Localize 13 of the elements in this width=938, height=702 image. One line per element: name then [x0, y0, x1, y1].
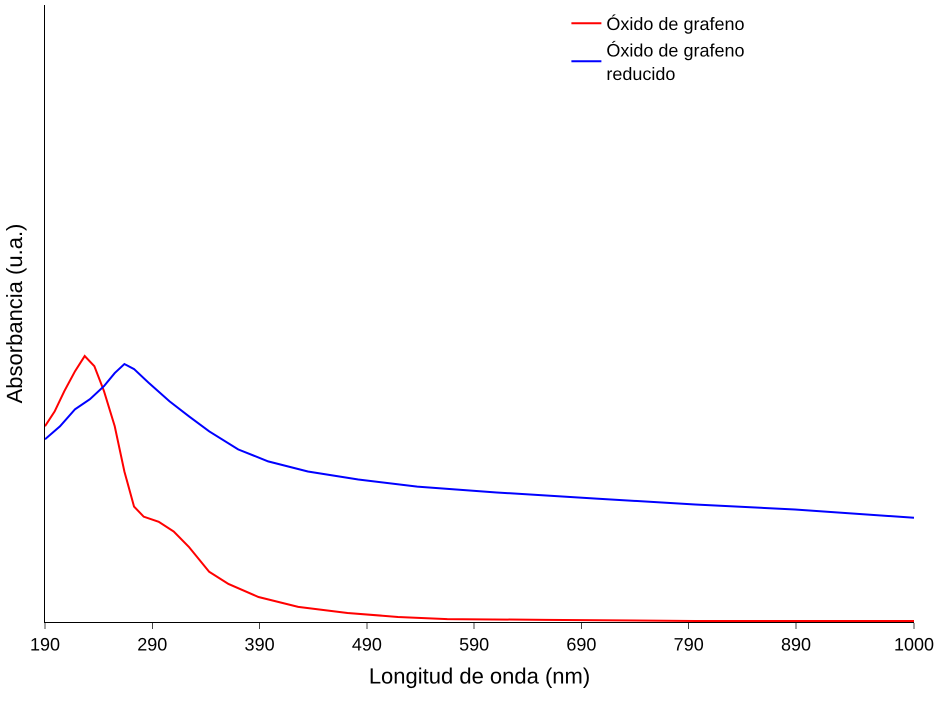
legend-label: Óxido de grafeno reducido	[606, 40, 744, 84]
x-tick-label: 490	[352, 634, 382, 655]
x-tick-label: 1000	[894, 634, 934, 655]
x-tick-label: 890	[780, 634, 812, 655]
x-axis-title: Longitud de onda (nm)	[368, 664, 590, 688]
x-tick-label: 590	[459, 634, 490, 655]
x-tick-label: 390	[244, 634, 275, 655]
y-axis-title: Absorbancia (u.a.)	[2, 224, 27, 404]
x-tick-label: 790	[674, 634, 704, 655]
x-tick-label: 690	[566, 634, 596, 655]
x-tick-label: 190	[30, 634, 60, 655]
x-tick-label: 290	[137, 634, 168, 655]
legend-label: Óxido de grafeno	[606, 14, 744, 34]
